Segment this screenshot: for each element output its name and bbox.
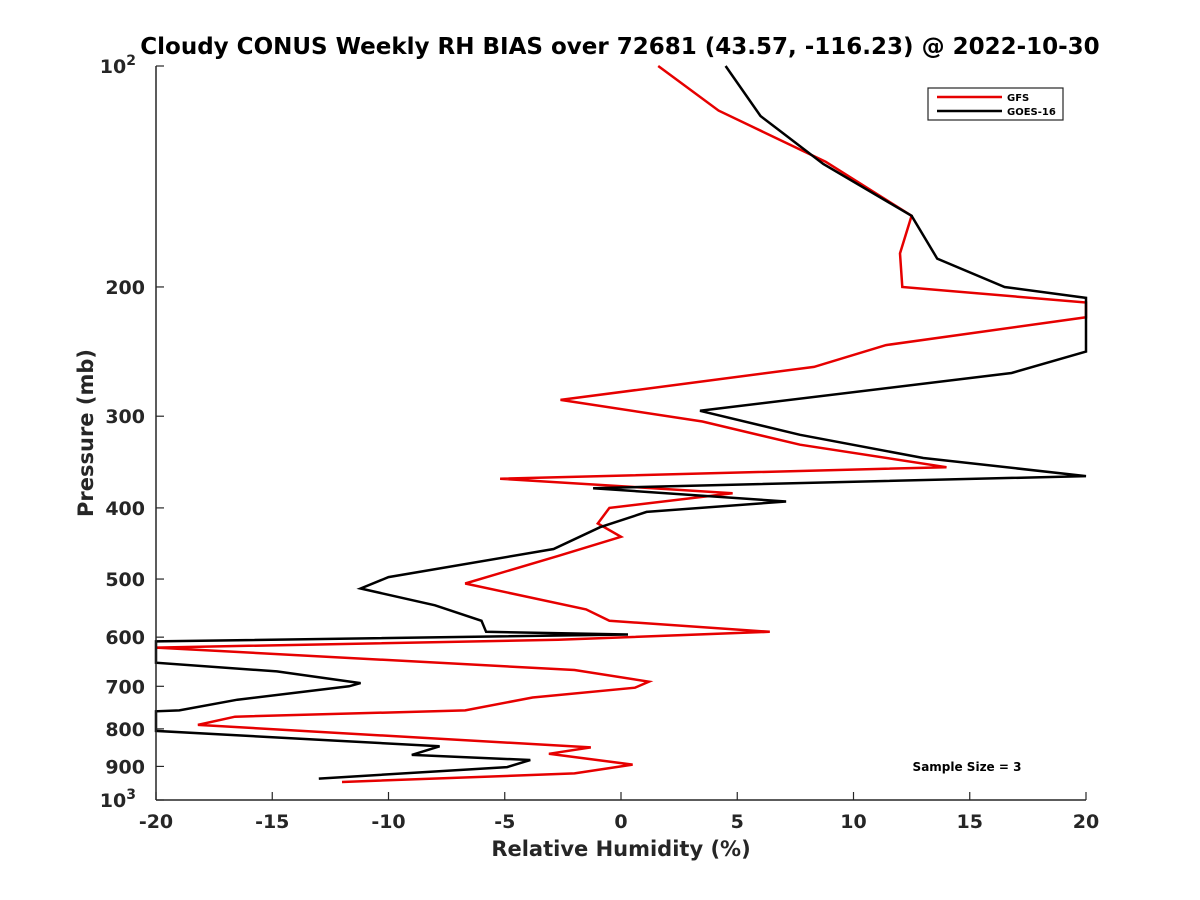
legend-label-gfs: GFS [1007, 93, 1029, 104]
x-tick-label: 10 [840, 811, 866, 833]
y-tick-label: 200 [105, 277, 145, 299]
y-tick-label: 600 [105, 627, 145, 649]
x-tick-label: -10 [371, 811, 405, 833]
x-tick-label: -5 [494, 811, 515, 833]
x-axis-label: Relative Humidity (%) [491, 837, 750, 861]
x-tick-label: 20 [1073, 811, 1099, 833]
y-tick-label: 300 [105, 406, 145, 428]
y-tick-label: 500 [105, 569, 145, 591]
y-tick-label: 102 [100, 53, 136, 78]
y-axis-label: Pressure (mb) [74, 349, 98, 517]
x-ticks: -20 -15 -10 -5 0 5 10 15 20 [139, 792, 1099, 833]
y-tick-label: 900 [105, 756, 145, 778]
x-tick-label: -15 [255, 811, 289, 833]
chart-title: Cloudy CONUS Weekly RH BIAS over 72681 (… [140, 34, 1099, 60]
x-tick-label: 15 [957, 811, 983, 833]
x-tick-label: -20 [139, 811, 173, 833]
y-tick-label: 400 [105, 498, 145, 520]
sample-size-annotation: Sample Size = 3 [913, 760, 1022, 774]
y-tick-label: 800 [105, 719, 145, 741]
y-ticks: 102 200 300 400 500 600 700 800 900 103 [100, 53, 164, 812]
y-tick-label: 700 [105, 676, 145, 698]
legend-box [927, 87, 1064, 121]
y-tick-label: 103 [100, 787, 136, 812]
x-tick-label: 5 [731, 811, 744, 833]
x-tick-label: 0 [614, 811, 627, 833]
legend-label-goes16: GOES-16 [1007, 107, 1056, 118]
legend: GFS GOES-16 [927, 87, 1064, 121]
